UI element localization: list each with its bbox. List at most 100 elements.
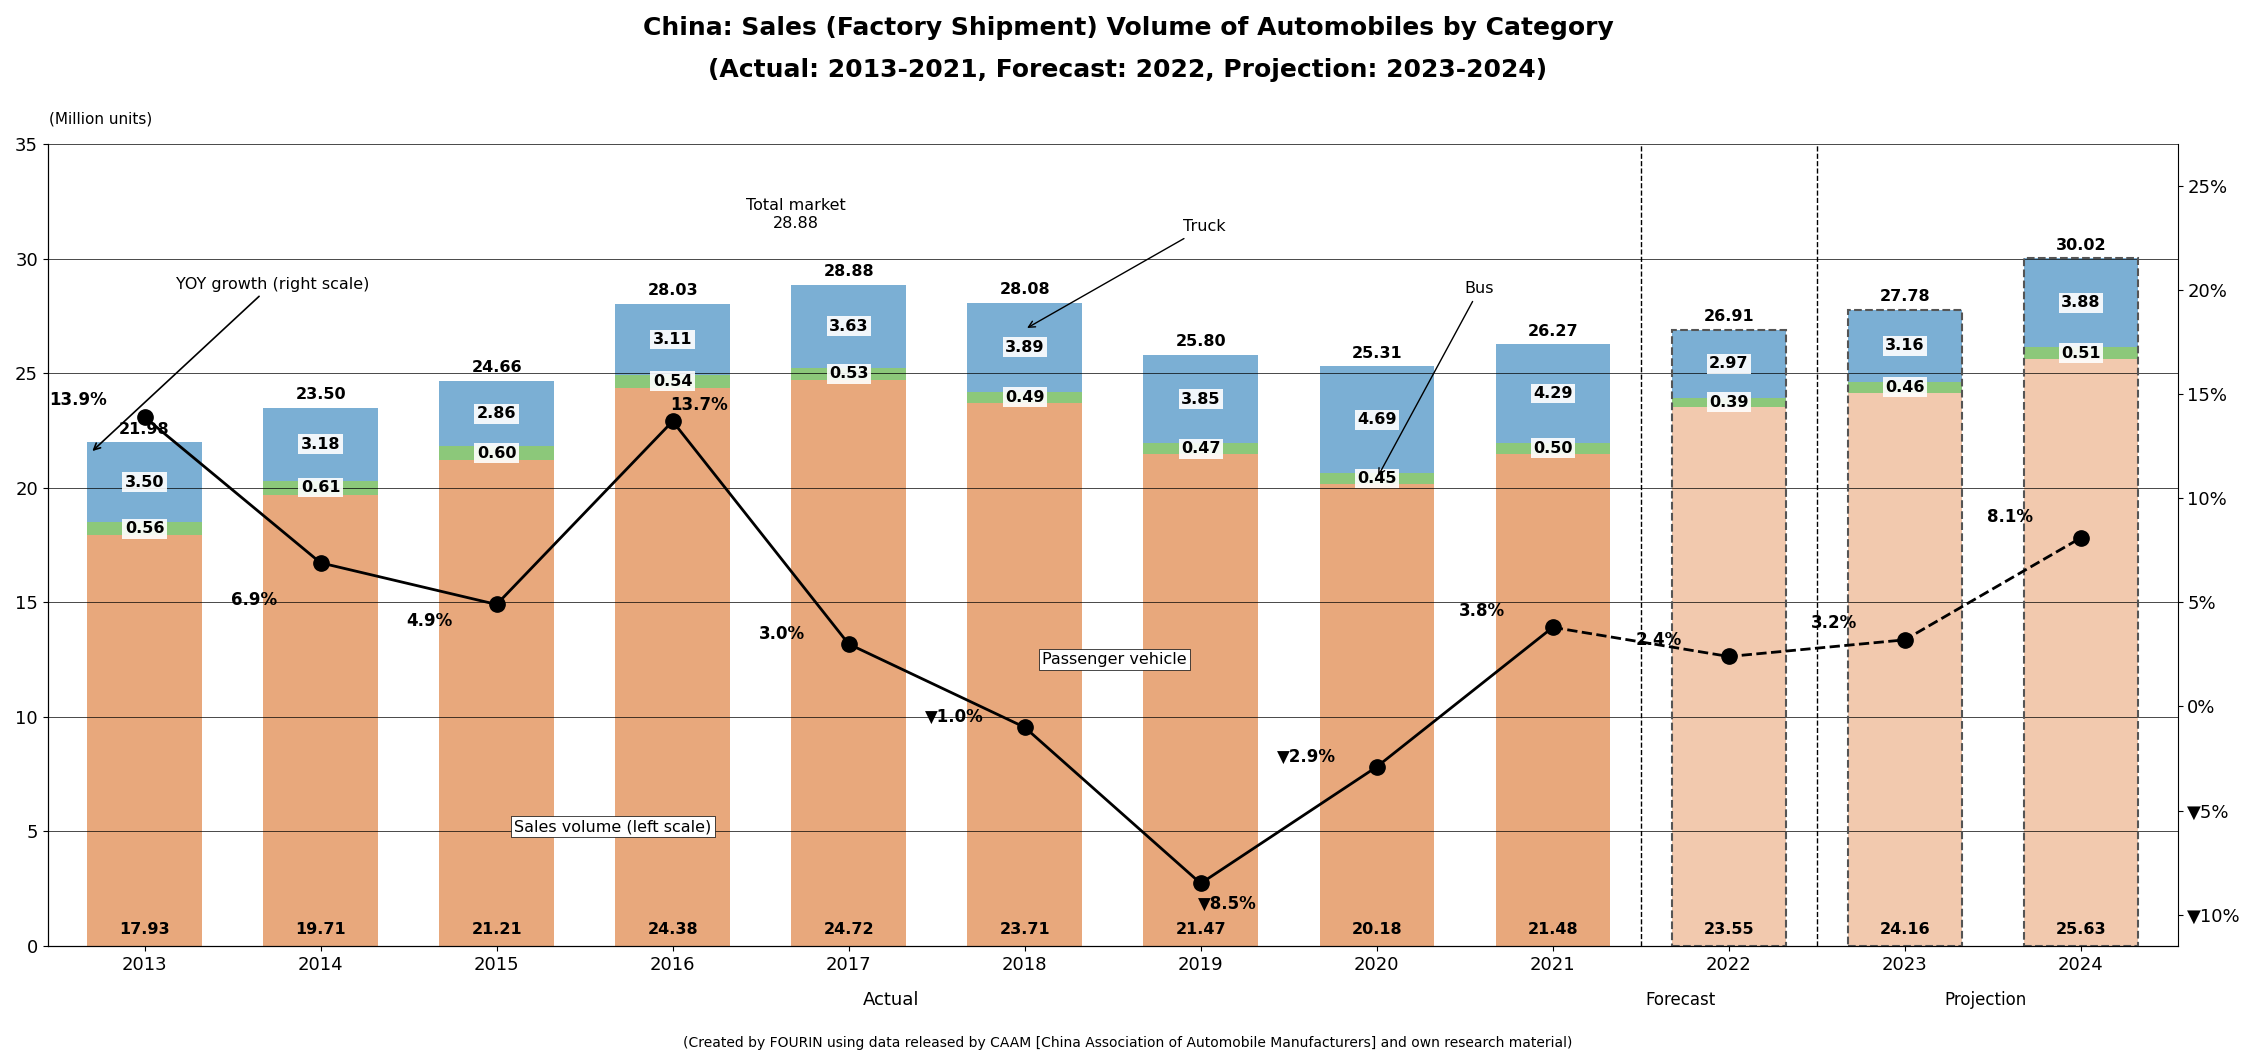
Text: 3.18: 3.18 <box>300 437 341 452</box>
Text: 25.80: 25.80 <box>1175 335 1225 350</box>
Text: 23.55: 23.55 <box>1703 922 1755 937</box>
Text: 26.27: 26.27 <box>1527 323 1577 339</box>
Bar <box>88 442 201 522</box>
Bar <box>1848 309 1963 946</box>
Bar <box>1672 406 1787 946</box>
Text: 28.03: 28.03 <box>647 283 697 299</box>
Text: 21.98: 21.98 <box>120 422 169 437</box>
Text: 0.53: 0.53 <box>828 367 869 382</box>
Text: 3.85: 3.85 <box>1180 392 1220 407</box>
Bar <box>440 460 553 946</box>
Text: Passenger vehicle: Passenger vehicle <box>1042 652 1187 668</box>
Bar <box>264 408 377 480</box>
Bar <box>968 391 1083 403</box>
Text: 3.88: 3.88 <box>2062 296 2100 310</box>
Text: China: Sales (Factory Shipment) Volume of Automobiles by Category: China: Sales (Factory Shipment) Volume o… <box>643 16 1613 40</box>
Text: 27.78: 27.78 <box>1879 289 1931 304</box>
Text: ▼1.0%: ▼1.0% <box>925 708 984 726</box>
Text: 17.93: 17.93 <box>120 922 169 937</box>
Text: 20.18: 20.18 <box>1351 922 1401 937</box>
Bar <box>616 375 731 388</box>
Text: 24.38: 24.38 <box>647 922 697 937</box>
Text: Sales volume (left scale): Sales volume (left scale) <box>514 820 711 834</box>
Bar <box>792 368 907 379</box>
Bar <box>1144 454 1259 946</box>
Text: 21.48: 21.48 <box>1527 922 1577 937</box>
Text: (Created by FOURIN using data released by CAAM [China Association of Automobile : (Created by FOURIN using data released b… <box>684 1036 1572 1050</box>
Text: 2.86: 2.86 <box>476 406 517 421</box>
Bar <box>968 403 1083 946</box>
Text: 3.89: 3.89 <box>1004 340 1045 355</box>
Bar <box>88 536 201 946</box>
Text: 3.0%: 3.0% <box>758 625 805 643</box>
Text: 0.50: 0.50 <box>1534 441 1572 456</box>
Bar <box>1672 330 1787 398</box>
Bar <box>2024 258 2139 348</box>
Bar <box>2024 348 2139 359</box>
Text: 13.7%: 13.7% <box>670 395 729 414</box>
Text: 24.66: 24.66 <box>472 360 521 375</box>
Text: 26.91: 26.91 <box>1703 309 1755 324</box>
Bar <box>616 388 731 946</box>
Text: ▼8.5%: ▼8.5% <box>1198 895 1257 913</box>
Text: 21.21: 21.21 <box>472 922 521 937</box>
Text: 3.8%: 3.8% <box>1460 602 1505 620</box>
Bar <box>264 494 377 946</box>
Text: 2.4%: 2.4% <box>1636 630 1681 648</box>
Text: 24.16: 24.16 <box>1879 922 1931 937</box>
Text: 28.08: 28.08 <box>999 282 1049 298</box>
Text: 3.2%: 3.2% <box>1812 614 1857 632</box>
Text: 0.46: 0.46 <box>1886 379 1924 394</box>
Text: 2.97: 2.97 <box>1710 356 1748 371</box>
Text: 24.72: 24.72 <box>823 922 873 937</box>
Text: 6.9%: 6.9% <box>230 591 277 609</box>
Text: 0.61: 0.61 <box>300 480 341 495</box>
Bar <box>264 480 377 494</box>
Text: 23.71: 23.71 <box>999 922 1049 937</box>
Bar <box>792 379 907 946</box>
Text: 3.11: 3.11 <box>652 332 693 348</box>
Text: 0.54: 0.54 <box>652 374 693 389</box>
Bar <box>1496 454 1611 946</box>
Bar <box>1320 366 1435 473</box>
Text: 19.71: 19.71 <box>296 922 345 937</box>
Text: 0.45: 0.45 <box>1356 471 1396 486</box>
Text: 30.02: 30.02 <box>2055 238 2107 253</box>
Text: (Million units): (Million units) <box>50 111 153 126</box>
Text: 3.50: 3.50 <box>124 475 165 490</box>
Text: (Actual: 2013-2021, Forecast: 2022, Projection: 2023-2024): (Actual: 2013-2021, Forecast: 2022, Proj… <box>708 58 1548 83</box>
Bar <box>1848 382 1963 392</box>
Bar <box>1496 344 1611 442</box>
Bar <box>616 304 731 375</box>
Text: Truck: Truck <box>1029 219 1225 327</box>
Bar <box>968 303 1083 391</box>
Bar <box>792 285 907 368</box>
Text: 13.9%: 13.9% <box>50 391 106 409</box>
Bar <box>440 381 553 446</box>
Text: Actual: Actual <box>862 991 920 1009</box>
Text: 0.49: 0.49 <box>1004 390 1045 405</box>
Text: ▼2.9%: ▼2.9% <box>1277 747 1336 765</box>
Text: 25.31: 25.31 <box>1351 345 1401 360</box>
Bar <box>440 446 553 460</box>
Bar <box>1848 392 1963 946</box>
Text: YOY growth (right scale): YOY growth (right scale) <box>95 276 370 450</box>
Text: 23.50: 23.50 <box>296 387 345 402</box>
Bar <box>1672 398 1787 406</box>
Text: 28.88: 28.88 <box>823 264 873 279</box>
Bar <box>1672 330 1787 946</box>
Text: Bus: Bus <box>1378 282 1493 475</box>
Text: 4.9%: 4.9% <box>406 612 453 630</box>
Text: 3.16: 3.16 <box>1886 338 1924 353</box>
Text: 0.39: 0.39 <box>1710 394 1748 409</box>
Text: 25.63: 25.63 <box>2055 922 2107 937</box>
Text: 4.69: 4.69 <box>1356 412 1396 427</box>
Text: Forecast: Forecast <box>1645 991 1717 1009</box>
Bar <box>88 522 201 536</box>
Text: 0.47: 0.47 <box>1180 441 1220 456</box>
Text: 0.51: 0.51 <box>2062 345 2100 360</box>
Bar <box>2024 359 2139 946</box>
Bar <box>1144 355 1259 443</box>
Text: Projection: Projection <box>1945 991 2026 1009</box>
Bar <box>1848 309 1963 382</box>
